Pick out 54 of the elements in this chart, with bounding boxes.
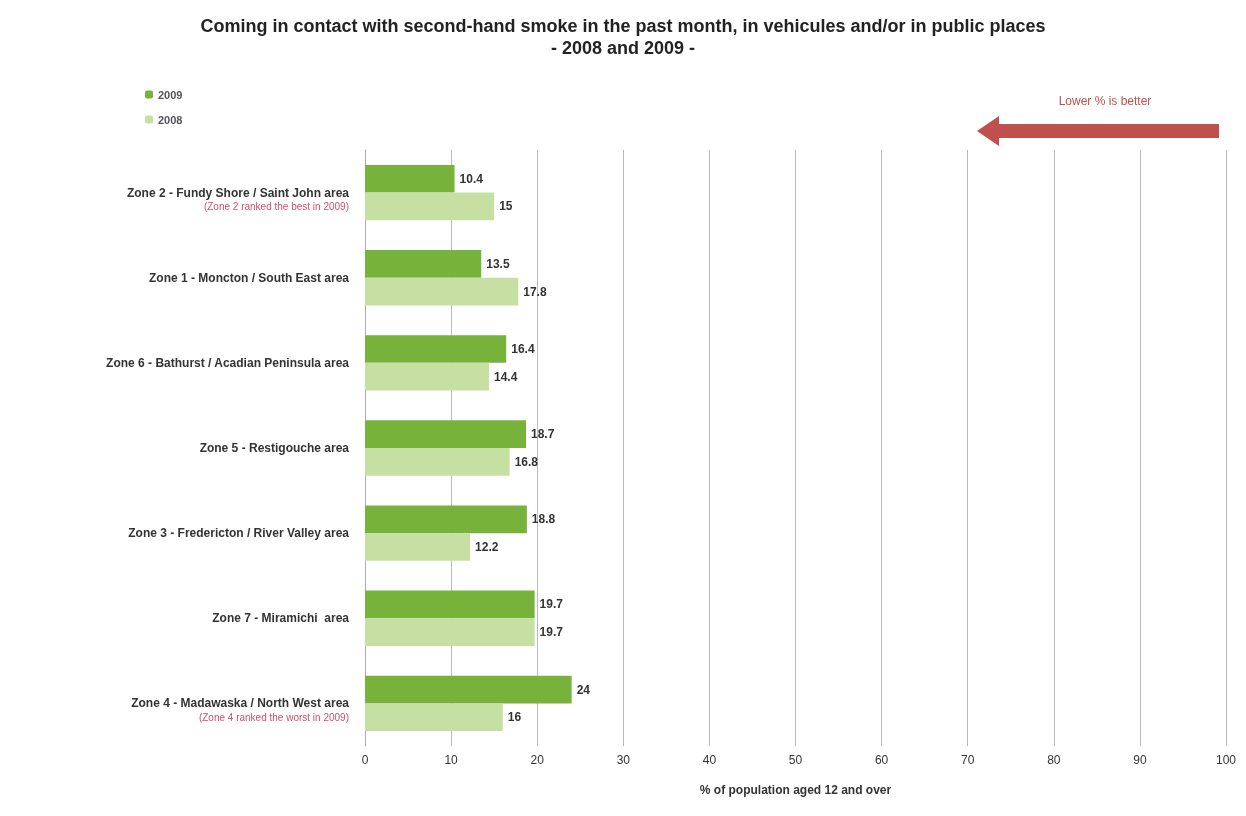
data-label: 24 <box>576 682 591 697</box>
y-tick-label: Zone 2 - Fundy Shore / Saint John area <box>126 185 350 200</box>
x-tick-label: 80 <box>1047 753 1061 767</box>
data-label: 13.5 <box>486 256 510 271</box>
x-axis-title: % of population aged 12 and over <box>699 783 892 797</box>
x-tick-label: 60 <box>874 753 889 767</box>
bar <box>365 505 527 534</box>
bar <box>365 335 507 363</box>
x-tick-label: 0 <box>361 753 369 767</box>
bar <box>365 448 510 476</box>
x-tick-label: 100 <box>1215 753 1237 767</box>
bar <box>365 277 519 306</box>
legend-label: 2008 <box>158 113 183 126</box>
x-tick-label: 40 <box>702 753 717 767</box>
data-label: 18.8 <box>531 512 556 527</box>
chart-title: Coming in contact with second-hand smoke in the past month, in vehicules and/or in public places <box>200 16 1046 36</box>
bar <box>365 250 482 278</box>
bar <box>365 420 527 448</box>
bar <box>365 703 503 732</box>
x-tick-label: 20 <box>530 753 545 767</box>
y-tick-label: Zone 3 - Fredericton / River Valley area <box>128 526 350 541</box>
x-tick-label: 90 <box>1133 753 1147 767</box>
y-tick-label: Zone 1 - Moncton / South East area <box>148 270 350 285</box>
x-tick-label: 10 <box>444 753 459 767</box>
bar <box>365 533 471 561</box>
data-label: 19.7 <box>539 625 564 640</box>
data-label: 16.8 <box>514 454 539 469</box>
bar <box>365 192 495 221</box>
y-tick-label: Zone 5 - Restigouche area <box>199 441 350 455</box>
data-label: 10.4 <box>459 171 484 186</box>
data-label: 15 <box>499 199 513 214</box>
text: Lower % is better <box>1057 94 1153 108</box>
data-label: 18.7 <box>531 427 555 442</box>
data-label: 12.2 <box>475 539 499 554</box>
bar <box>365 590 535 619</box>
data-label: 14.4 <box>493 369 518 384</box>
legend-label: 2009 <box>158 88 183 101</box>
data-label: 16.4 <box>511 342 535 357</box>
data-label: 17.8 <box>523 284 547 299</box>
data-label: 16 <box>507 710 522 725</box>
x-tick-label: 50 <box>788 753 803 767</box>
bar <box>365 618 535 646</box>
text: (Zone 2 ranked the best in 2009) <box>203 201 349 213</box>
bar <box>365 362 489 391</box>
text: (Zone 4 ranked the worst in 2009) <box>198 711 350 723</box>
bar <box>365 675 572 704</box>
chart-subtitle: - 2008 and 2009 - <box>550 38 696 58</box>
y-tick-label: Zone 7 - Miramichi area <box>212 611 350 626</box>
y-tick-label: Zone 6 - Bathurst / Acadian Peninsula area <box>106 355 350 370</box>
data-label: 19.7 <box>539 597 564 612</box>
x-tick-label: 70 <box>961 753 975 767</box>
y-tick-label: Zone 4 - Madawaska / North West area <box>131 696 350 711</box>
x-tick-label: 30 <box>616 753 631 767</box>
bar <box>365 164 455 193</box>
